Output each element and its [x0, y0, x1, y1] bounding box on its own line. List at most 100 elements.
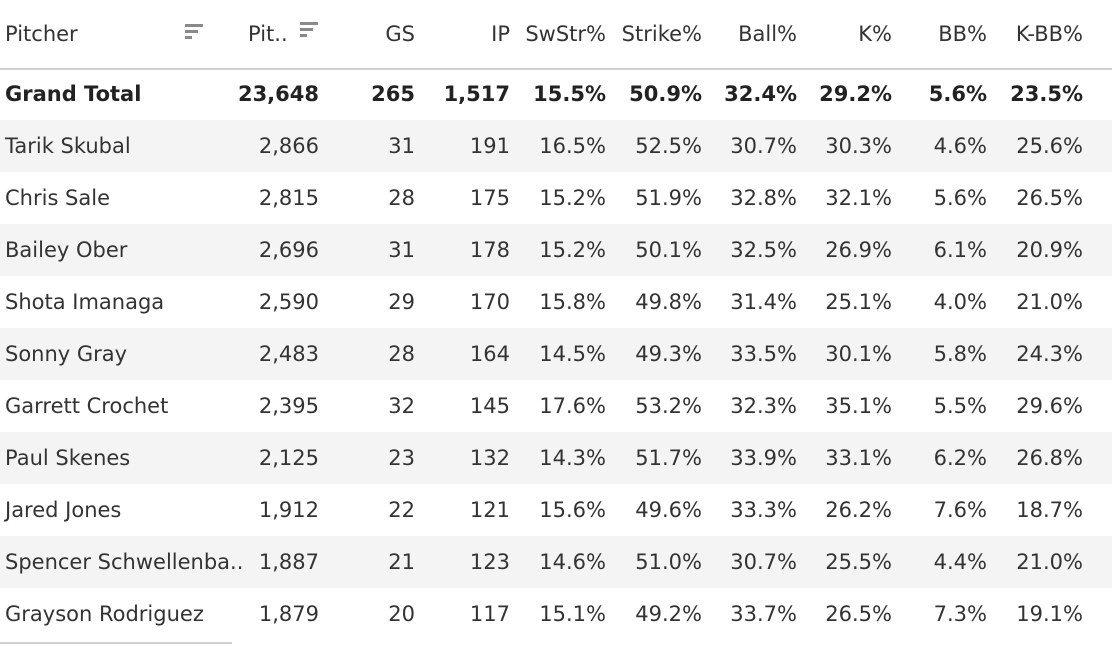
- table-row[interactable]: Grayson Rodriguez 1,879 20 117 15.1% 49.…: [0, 588, 1112, 640]
- grand-total-row: Grand Total 23,648 265 1,517 15.5% 50.9%…: [0, 68, 1112, 120]
- table-row[interactable]: Shota Imanaga 2,590 29 170 15.8% 49.8% 3…: [0, 276, 1112, 328]
- header-bb[interactable]: BB%: [938, 22, 987, 46]
- ball-value: 33.5%: [730, 342, 797, 366]
- ball-value: 30.7%: [730, 550, 797, 574]
- bb-value: 4.0%: [933, 290, 987, 314]
- bb-value: 7.3%: [933, 602, 987, 626]
- ball-value: 32.4%: [724, 82, 797, 106]
- ip-value: 1,517: [443, 82, 510, 106]
- swstr-value: 14.3%: [539, 446, 606, 470]
- k-value: 26.2%: [825, 498, 892, 522]
- header-swstr[interactable]: SwStr%: [525, 22, 606, 46]
- strike-value: 52.5%: [635, 134, 702, 158]
- k-value: 33.1%: [825, 446, 892, 470]
- swstr-value: 17.6%: [539, 394, 606, 418]
- k-value: 26.9%: [825, 238, 892, 262]
- strike-value: 51.0%: [635, 550, 702, 574]
- table-row[interactable]: Garrett Crochet 2,395 32 145 17.6% 53.2%…: [0, 380, 1112, 432]
- swstr-value: 15.8%: [539, 290, 606, 314]
- sort-descending-icon[interactable]: [185, 24, 203, 42]
- pitches-value: 1,912: [258, 498, 319, 522]
- pitches-value: 1,887: [258, 550, 319, 574]
- sort-descending-icon[interactable]: [300, 22, 318, 40]
- pitches-value: 2,696: [258, 238, 319, 262]
- strike-value: 49.8%: [635, 290, 702, 314]
- kbb-value: 21.0%: [1016, 290, 1083, 314]
- ball-value: 33.7%: [730, 602, 797, 626]
- header-pitches[interactable]: Pit..: [248, 22, 288, 46]
- strike-value: 49.3%: [635, 342, 702, 366]
- pitches-value: 2,866: [258, 134, 319, 158]
- swstr-value: 14.5%: [539, 342, 606, 366]
- bb-value: 5.5%: [933, 394, 987, 418]
- gs-value: 28: [388, 186, 415, 210]
- ip-value: 121: [469, 498, 510, 522]
- kbb-value: 25.6%: [1016, 134, 1083, 158]
- header-k[interactable]: K%: [858, 22, 892, 46]
- table-row[interactable]: Tarik Skubal 2,866 31 191 16.5% 52.5% 30…: [0, 120, 1112, 172]
- bb-value: 5.6%: [928, 82, 987, 106]
- table-row[interactable]: Paul Skenes 2,125 23 132 14.3% 51.7% 33.…: [0, 432, 1112, 484]
- strike-value: 51.9%: [635, 186, 702, 210]
- pitches-value: 2,590: [258, 290, 319, 314]
- swstr-value: 15.6%: [539, 498, 606, 522]
- kbb-value: 26.5%: [1016, 186, 1083, 210]
- gs-value: 29: [388, 290, 415, 314]
- table-row[interactable]: Chris Sale 2,815 28 175 15.2% 51.9% 32.8…: [0, 172, 1112, 224]
- k-value: 25.5%: [825, 550, 892, 574]
- pitches-value: 23,648: [237, 82, 319, 106]
- ip-value: 164: [469, 342, 510, 366]
- pitcher-name: Sonny Gray: [5, 342, 128, 366]
- bb-value: 4.4%: [933, 550, 987, 574]
- header-ip[interactable]: IP: [491, 22, 510, 46]
- kbb-value: 19.1%: [1016, 602, 1083, 626]
- header-ball[interactable]: Ball%: [738, 22, 797, 46]
- kbb-value: 29.6%: [1016, 394, 1083, 418]
- strike-value: 50.1%: [635, 238, 702, 262]
- k-value: 35.1%: [825, 394, 892, 418]
- gs-value: 28: [388, 342, 415, 366]
- kbb-value: 20.9%: [1016, 238, 1083, 262]
- swstr-value: 14.6%: [539, 550, 606, 574]
- ip-value: 170: [469, 290, 510, 314]
- pitcher-name: Grand Total: [5, 82, 142, 106]
- k-value: 29.2%: [819, 82, 892, 106]
- ball-value: 31.4%: [730, 290, 797, 314]
- header-gs[interactable]: GS: [385, 22, 415, 46]
- table-row[interactable]: Jared Jones 1,912 22 121 15.6% 49.6% 33.…: [0, 484, 1112, 536]
- kbb-value: 18.7%: [1016, 498, 1083, 522]
- swstr-value: 15.2%: [539, 238, 606, 262]
- pitcher-name: Grayson Rodriguez: [5, 602, 204, 626]
- table-row[interactable]: Spencer Schwellenba.. 1,887 21 123 14.6%…: [0, 536, 1112, 588]
- swstr-value: 15.1%: [539, 602, 606, 626]
- strike-value: 49.2%: [635, 602, 702, 626]
- table-row[interactable]: Bailey Ober 2,696 31 178 15.2% 50.1% 32.…: [0, 224, 1112, 276]
- header-pitcher[interactable]: Pitcher: [5, 22, 78, 46]
- header-kbb[interactable]: K-BB%: [1015, 22, 1083, 46]
- header-strike[interactable]: Strike%: [621, 22, 702, 46]
- strike-value: 50.9%: [629, 82, 702, 106]
- strike-value: 53.2%: [635, 394, 702, 418]
- pitches-value: 2,125: [258, 446, 319, 470]
- bb-value: 6.1%: [933, 238, 987, 262]
- gs-value: 32: [388, 394, 415, 418]
- pitches-value: 1,879: [258, 602, 319, 626]
- ip-value: 191: [469, 134, 510, 158]
- k-value: 25.1%: [825, 290, 892, 314]
- ip-value: 175: [469, 186, 510, 210]
- strike-value: 49.6%: [635, 498, 702, 522]
- header-divider: [0, 68, 1112, 70]
- table-row[interactable]: Sonny Gray 2,483 28 164 14.5% 49.3% 33.5…: [0, 328, 1112, 380]
- ball-value: 33.3%: [730, 498, 797, 522]
- pitcher-name: Bailey Ober: [5, 238, 128, 262]
- table-header: Pitcher Pit.. GS IP SwStr% Strike% Ball%…: [0, 0, 1112, 68]
- kbb-value: 24.3%: [1016, 342, 1083, 366]
- k-value: 30.3%: [825, 134, 892, 158]
- pitches-value: 2,483: [258, 342, 319, 366]
- swstr-value: 15.2%: [539, 186, 606, 210]
- bb-value: 5.8%: [933, 342, 987, 366]
- ip-value: 123: [469, 550, 510, 574]
- ip-value: 117: [469, 602, 510, 626]
- bb-value: 7.6%: [933, 498, 987, 522]
- ip-value: 132: [469, 446, 510, 470]
